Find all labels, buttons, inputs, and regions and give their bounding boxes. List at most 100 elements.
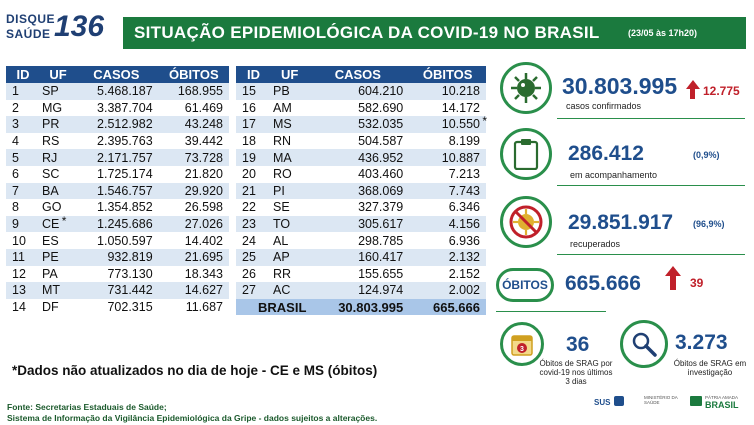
cell-id-text: 16 [242,100,256,115]
divider [496,311,606,312]
table-row: 25 AP 160.417 2.132 [236,248,486,266]
cell-id: 24 [236,232,265,249]
table-row: 7 BA 1.546.757 29.920 [6,182,229,200]
logo-line1: DISQUE [6,12,56,26]
confirmed-value: 30.803.995 [562,73,678,99]
cell-id-text: 15 [242,84,256,99]
divider [557,185,745,186]
cell-uf: ES [34,232,74,249]
cell-obitos: 26.598 [158,199,229,216]
table-row: 6 SC 1.725.174 21.820 [6,165,229,183]
cell-id: 11 [6,248,34,266]
cell-casos-text: 155.655 [358,266,404,281]
cell-casos-text: 1.245.686 [97,217,153,232]
cell-uf: BA [34,182,74,200]
cell-casos-text: 2.171.757 [97,150,153,165]
cell-id-text: 24 [242,233,256,248]
cell-obitos-text: 21.820 [184,167,223,182]
cell-uf: RS [34,132,74,150]
page-title: SITUAÇÃO EPIDEMIOLÓGICA DA COVID-19 NO B… [134,23,600,42]
cell-id-text: 22 [242,200,256,215]
cell-obitos-text: 6.936 [448,233,480,248]
cell-casos-text: 298.785 [358,233,404,248]
srag-3days-label-3: 3 dias [565,377,587,386]
cell-uf-text: PE [42,250,59,265]
cell-id-text: 18 [242,134,256,149]
cell-id: 19 [236,149,265,166]
cell-obitos-text: 2.132 [448,250,480,265]
cell-uf: TO [264,215,307,233]
cell-uf: PE [34,248,74,266]
cell-casos-text: 368.069 [358,183,404,198]
cell-uf-text: ES [42,233,59,248]
cell-id-text: 20 [242,167,256,182]
table-row: 21 PI 368.069 7.743 [236,182,486,200]
cell-casos: 327.379 [306,199,410,216]
cell-uf-text: RR [272,266,292,281]
cell-casos-text: 504.587 [358,134,404,149]
table-row: 20 RO 403.460 7.213 [236,165,486,183]
cell-obitos: 73.728 [158,149,229,166]
cell-casos: 604.210 [306,83,410,100]
cell-id: 20 [236,165,265,183]
cell-obitos: 39.442 [158,132,229,150]
sus-logo: SUS [594,398,611,407]
confirmed-label: casos confirmados [566,101,642,111]
cell-obitos-text: 4.156 [448,217,480,232]
cell-uf: RJ [34,149,74,166]
cell-obitos-text: 39.442 [184,134,223,149]
sus-cross-icon [614,396,624,406]
source-line2: Sistema de Informação da Vigilância Epid… [7,413,378,423]
cell-casos-text: 5.468.187 [97,84,153,99]
cell-id: 7 [6,182,34,200]
cell-uf-text: AC [272,283,291,298]
calendar-number: 3 [520,346,524,353]
cell-obitos-text: 7.743 [448,183,480,198]
cell-uf: AM [264,99,307,117]
cell-id: 4 [6,132,34,150]
cell-obitos: 2.152 [409,265,486,283]
cell-casos: 5.468.187 [74,83,159,100]
cell-casos: 1.050.597 [74,232,159,249]
cell-uf-text: AM [272,100,292,115]
cell-casos-text: 773.130 [107,266,153,281]
cell-id-text: 25 [242,250,256,265]
srag-3days-value: 36 [566,333,590,356]
table-row: 3 PR 2.512.982 43.248 [6,116,229,133]
cell-id: 22 [236,199,265,216]
cell-id-text: 3 [12,117,19,132]
cell-uf-text: MG [42,100,63,115]
cell-casos: 3.387.704 [74,99,159,117]
cell-uf: SE [264,199,307,216]
col-header-casos: CASOS [74,66,159,83]
states-table-right: ID UF CASOS ÓBITOS 15 PB 604.210 10.218 16 AM… [236,66,486,316]
cell-obitos: 10.218 [409,83,486,100]
cell-id: 26 [236,265,265,283]
ministerio-logo: MINISTÉRIO DA SAÚDE [644,395,678,405]
table-row: 18 RN 504.587 8.199 [236,132,486,150]
cell-casos: 160.417 [306,248,410,266]
cell-id: 5 [6,149,34,166]
cell-obitos-text: 29.920 [184,183,223,198]
cell-casos-text: 1.725.174 [97,167,153,182]
cell-uf: AC [264,282,307,299]
col-header-obitos: ÓBITOS [409,66,486,83]
cell-id-text: 8 [12,200,19,215]
cell-id-text: 6 [12,167,19,182]
cell-uf: PR [34,116,74,133]
cell-uf-text: RO [272,167,292,182]
cell-id-text: 2 [12,100,19,115]
table-row: 19 MA 436.952 10.887 [236,149,486,166]
table-row: 17 MS 532.035 10.550 [236,116,486,133]
cell-id-text: 26 [242,266,256,281]
cell-casos-text: 932.819 [107,250,153,265]
cell-casos-text: 3.387.704 [97,100,153,115]
cell-id: 12 [6,265,34,283]
cell-casos-text: 160.417 [358,250,404,265]
cell-id: 10 [6,232,34,249]
brasil-flag-icon [690,396,702,406]
cell-casos: 532.035 [306,116,410,133]
cell-uf-text: SP [42,84,59,99]
cell-casos: 731.442 [74,282,159,299]
magnifier-icon [620,320,668,368]
